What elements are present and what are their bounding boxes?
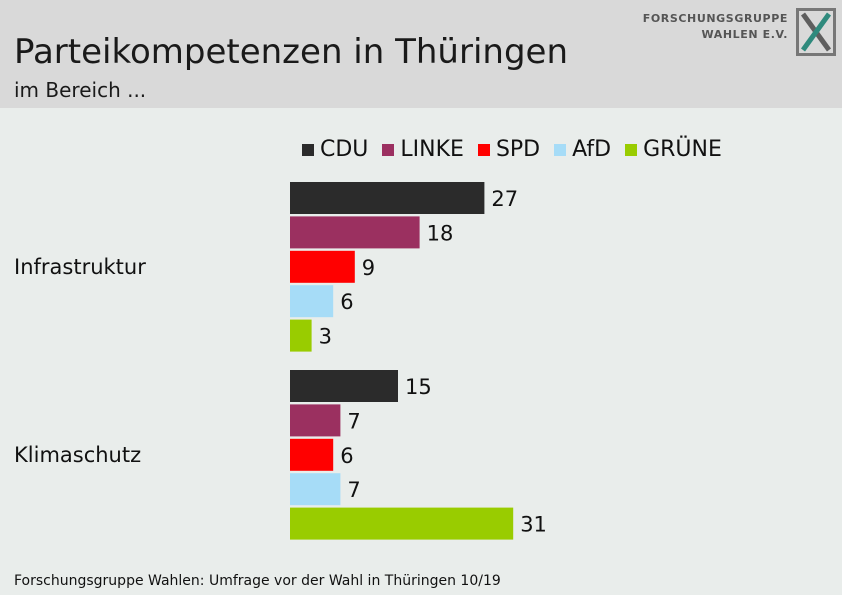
chart-subtitle: im Bereich ... bbox=[14, 78, 147, 102]
chart-title: Parteikompetenzen in Thüringen bbox=[14, 32, 568, 72]
value-label: 7 bbox=[347, 478, 360, 502]
legend-swatch bbox=[625, 144, 638, 156]
category-label: Klimaschutz bbox=[14, 443, 141, 467]
legend-swatch bbox=[382, 144, 395, 156]
logo-text-line2: WAHLEN E.V. bbox=[701, 28, 788, 41]
value-label: 9 bbox=[362, 256, 375, 280]
value-label: 6 bbox=[340, 444, 353, 468]
source-note: Forschungsgruppe Wahlen: Umfrage vor der… bbox=[14, 573, 501, 589]
fgw-logo: FORSCHUNGSGRUPPE WAHLEN E.V. bbox=[640, 8, 836, 58]
logo-text-line1: FORSCHUNGSGRUPPE bbox=[642, 12, 788, 25]
value-label: 31 bbox=[520, 513, 547, 537]
value-label: 15 bbox=[405, 375, 432, 399]
bar-afd-klimaschutz bbox=[290, 473, 341, 506]
bar-grüne-klimaschutz bbox=[290, 507, 514, 540]
value-label: 7 bbox=[347, 409, 360, 433]
legend-label: AfD bbox=[572, 137, 612, 162]
legend-item-afd: AfD bbox=[554, 137, 611, 163]
bar-cdu-klimaschutz bbox=[290, 370, 398, 402]
bar-spd-klimaschutz bbox=[290, 438, 334, 471]
bar-cdu-infrastruktur bbox=[290, 182, 485, 214]
legend: CDU LINKE SPD AfD GRÜNE bbox=[302, 136, 736, 164]
legend-item-spd: SPD bbox=[477, 137, 541, 163]
bar-linke-infrastruktur bbox=[290, 216, 420, 249]
legend-swatch bbox=[554, 144, 567, 156]
bar-afd-infrastruktur bbox=[290, 285, 334, 318]
header-band: Parteikompetenzen in Thüringen im Bereic… bbox=[0, 0, 842, 108]
legend-item-grüne: GRÜNE bbox=[625, 137, 722, 163]
bar-spd-infrastruktur bbox=[290, 250, 355, 283]
ballot-cross-icon bbox=[796, 8, 836, 56]
legend-label: GRÜNE bbox=[643, 137, 722, 162]
value-label: 27 bbox=[491, 187, 518, 211]
value-label: 3 bbox=[319, 325, 332, 349]
bar-linke-klimaschutz bbox=[290, 404, 341, 437]
value-label: 6 bbox=[340, 290, 353, 314]
bar-grüne-infrastruktur bbox=[290, 319, 312, 352]
category-label: Infrastruktur bbox=[14, 255, 146, 279]
legend-item-linke: LINKE bbox=[382, 137, 464, 163]
legend-swatch bbox=[477, 144, 490, 156]
legend-label: SPD bbox=[495, 137, 541, 162]
legend-swatch bbox=[302, 144, 314, 156]
value-label: 18 bbox=[427, 221, 454, 245]
legend-label: LINKE bbox=[400, 137, 464, 162]
legend-label: CDU bbox=[320, 137, 369, 162]
legend-item-cdu: CDU bbox=[302, 137, 368, 163]
